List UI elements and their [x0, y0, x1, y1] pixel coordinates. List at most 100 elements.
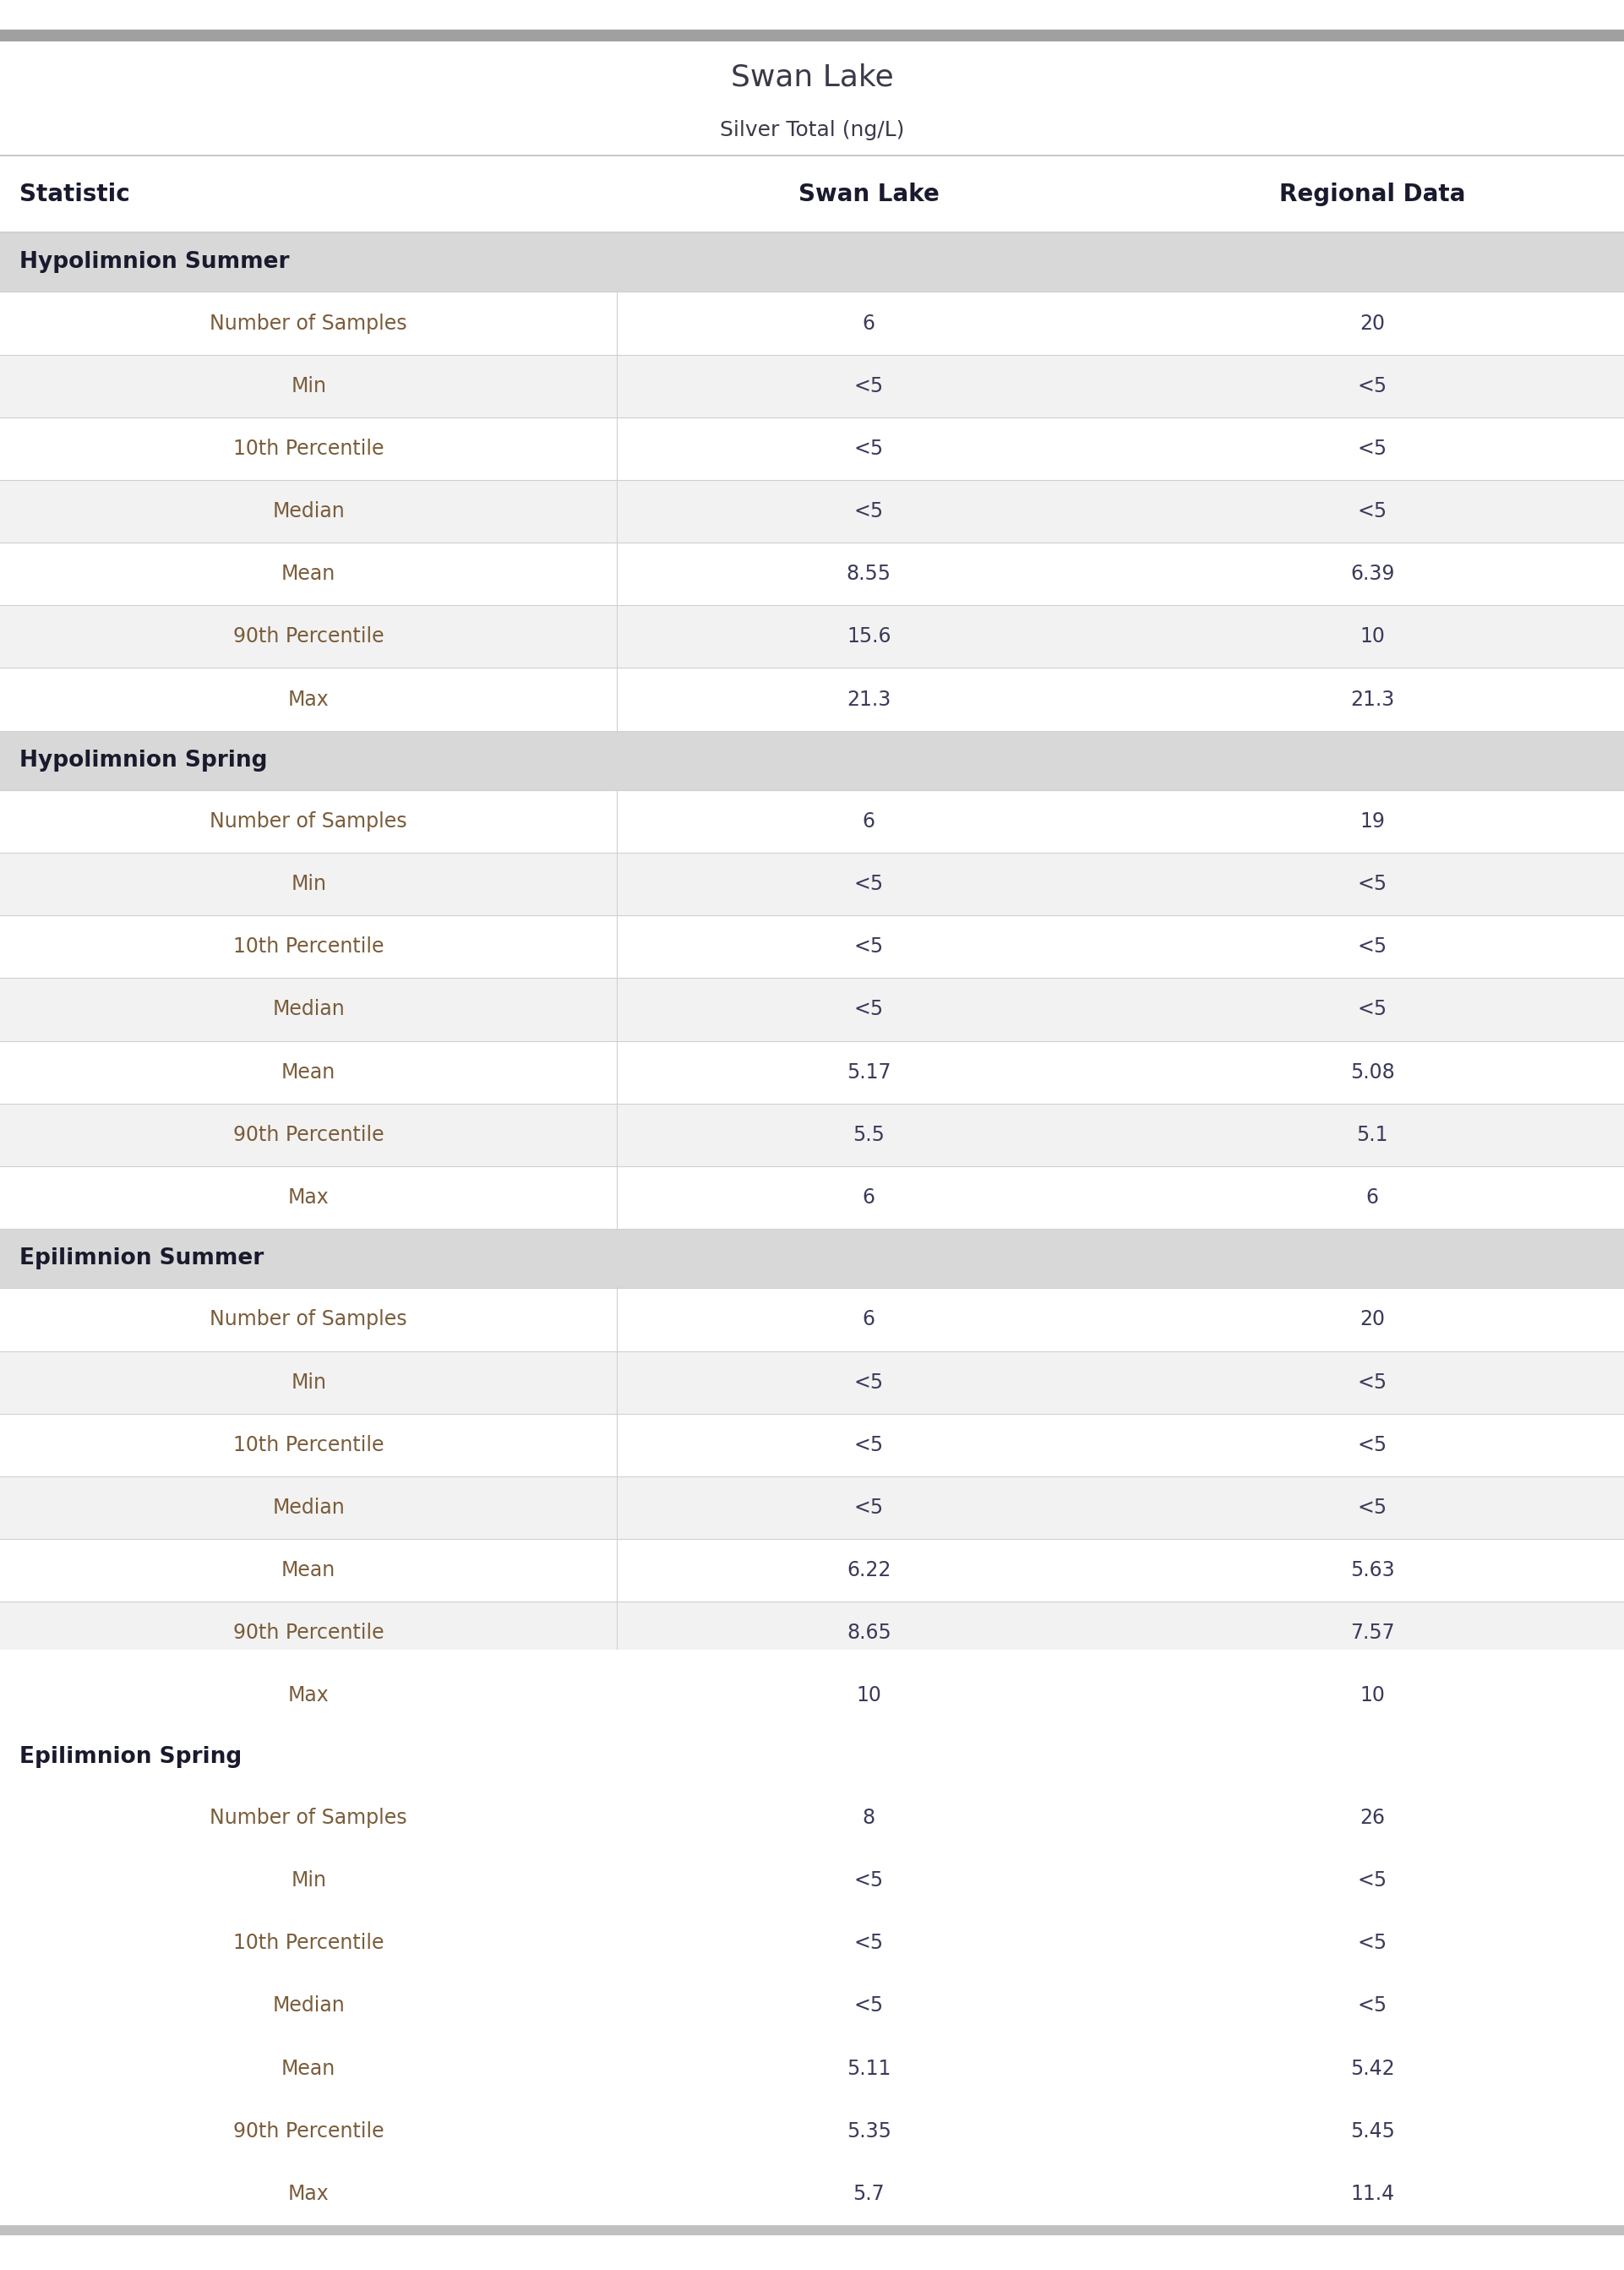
Text: <5: <5	[854, 1995, 883, 2016]
Text: Mean: Mean	[281, 2059, 336, 2079]
Bar	[0, 1167, 1624, 1228]
Text: Mean: Mean	[281, 1559, 336, 1580]
Text: Number of Samples: Number of Samples	[209, 810, 408, 831]
Text: Hypolimnion Summer: Hypolimnion Summer	[19, 252, 289, 272]
Text: 90th Percentile: 90th Percentile	[234, 1124, 383, 1144]
Bar	[0, 790, 1624, 854]
Text: 6: 6	[862, 313, 875, 334]
Text: 5.11: 5.11	[846, 2059, 892, 2079]
Text: 6.39: 6.39	[1350, 563, 1395, 583]
Bar	[0, 543, 1624, 606]
Bar	[0, 418, 1624, 479]
Bar	[0, 157, 1624, 232]
Text: <5: <5	[854, 377, 883, 397]
Text: <5: <5	[1358, 1934, 1387, 1952]
Text: Min: Min	[291, 1870, 326, 1891]
Text: <5: <5	[1358, 1371, 1387, 1392]
Bar	[0, 1351, 1624, 1414]
Text: 21.3: 21.3	[846, 690, 892, 711]
Text: 8: 8	[862, 1807, 875, 1827]
Text: 10: 10	[856, 1687, 882, 1705]
Text: Median: Median	[273, 502, 344, 522]
Text: 6: 6	[862, 1187, 875, 1208]
Bar	[0, 2100, 1624, 2163]
Text: 90th Percentile: 90th Percentile	[234, 1623, 383, 1643]
Bar	[0, 978, 1624, 1042]
Bar	[0, 606, 1624, 667]
Bar	[0, 2225, 1624, 2236]
Text: <5: <5	[1358, 999, 1387, 1019]
Text: <5: <5	[854, 1498, 883, 1519]
Bar	[0, 1727, 1624, 1786]
Text: 6: 6	[862, 1310, 875, 1330]
Text: Regional Data: Regional Data	[1280, 184, 1465, 207]
Text: 8.55: 8.55	[846, 563, 892, 583]
Text: Mean: Mean	[281, 563, 336, 583]
Bar	[0, 1042, 1624, 1103]
Bar	[0, 731, 1624, 790]
Text: Max: Max	[287, 1187, 330, 1208]
Text: <5: <5	[1358, 1435, 1387, 1455]
Text: 5.45: 5.45	[1350, 2120, 1395, 2141]
Bar	[0, 293, 1624, 354]
Text: Median: Median	[273, 1995, 344, 2016]
Bar	[0, 667, 1624, 731]
Text: 5.08: 5.08	[1350, 1062, 1395, 1083]
Bar	[0, 1228, 1624, 1289]
Bar	[0, 1103, 1624, 1167]
Text: <5: <5	[854, 1934, 883, 1952]
Bar	[0, 1911, 1624, 1975]
Text: 11.4: 11.4	[1350, 2184, 1395, 2204]
Text: <5: <5	[1358, 1995, 1387, 2016]
Bar	[0, 1786, 1624, 1850]
Bar	[0, 1850, 1624, 1911]
Text: Max: Max	[287, 690, 330, 711]
Text: <5: <5	[1358, 1870, 1387, 1891]
Text: 5.63: 5.63	[1350, 1559, 1395, 1580]
Text: <5: <5	[854, 938, 883, 958]
Text: 6.22: 6.22	[846, 1559, 892, 1580]
Text: 20: 20	[1359, 1310, 1385, 1330]
Text: 5.35: 5.35	[846, 2120, 892, 2141]
Text: 5.1: 5.1	[1356, 1124, 1389, 1144]
Text: <5: <5	[1358, 377, 1387, 397]
Text: Statistic: Statistic	[19, 184, 130, 207]
Text: <5: <5	[1358, 502, 1387, 522]
Text: 5.7: 5.7	[853, 2184, 885, 2204]
Text: 90th Percentile: 90th Percentile	[234, 2120, 383, 2141]
Text: Median: Median	[273, 999, 344, 1019]
Text: 10: 10	[1359, 627, 1385, 647]
Text: 5.5: 5.5	[853, 1124, 885, 1144]
Bar	[0, 2163, 1624, 2225]
Bar	[0, 354, 1624, 418]
Text: 10: 10	[1359, 1687, 1385, 1705]
Text: 6: 6	[862, 810, 875, 831]
Text: <5: <5	[854, 438, 883, 459]
Text: 20: 20	[1359, 313, 1385, 334]
Text: <5: <5	[854, 999, 883, 1019]
Text: Swan Lake: Swan Lake	[799, 184, 939, 207]
Text: Number of Samples: Number of Samples	[209, 1310, 408, 1330]
Bar	[0, 479, 1624, 543]
Text: <5: <5	[1358, 874, 1387, 894]
Bar	[0, 2036, 1624, 2100]
Text: Number of Samples: Number of Samples	[209, 313, 408, 334]
Text: 10th Percentile: 10th Percentile	[234, 938, 383, 958]
Text: Min: Min	[291, 874, 326, 894]
Text: Hypolimnion Spring: Hypolimnion Spring	[19, 749, 268, 772]
Bar	[0, 1414, 1624, 1476]
Text: <5: <5	[854, 1371, 883, 1392]
Text: Silver Total (ng/L): Silver Total (ng/L)	[719, 120, 905, 141]
Bar	[0, 30, 1624, 41]
Text: 8.65: 8.65	[846, 1623, 892, 1643]
Bar	[0, 1539, 1624, 1603]
Text: 21.3: 21.3	[1350, 690, 1395, 711]
Text: 10th Percentile: 10th Percentile	[234, 1435, 383, 1455]
Bar	[0, 915, 1624, 978]
Bar	[0, 1289, 1624, 1351]
Text: 10th Percentile: 10th Percentile	[234, 1934, 383, 1952]
Text: 19: 19	[1359, 810, 1385, 831]
Text: Epilimnion Spring: Epilimnion Spring	[19, 1746, 242, 1768]
Bar	[0, 154, 1624, 161]
Text: <5: <5	[854, 1435, 883, 1455]
